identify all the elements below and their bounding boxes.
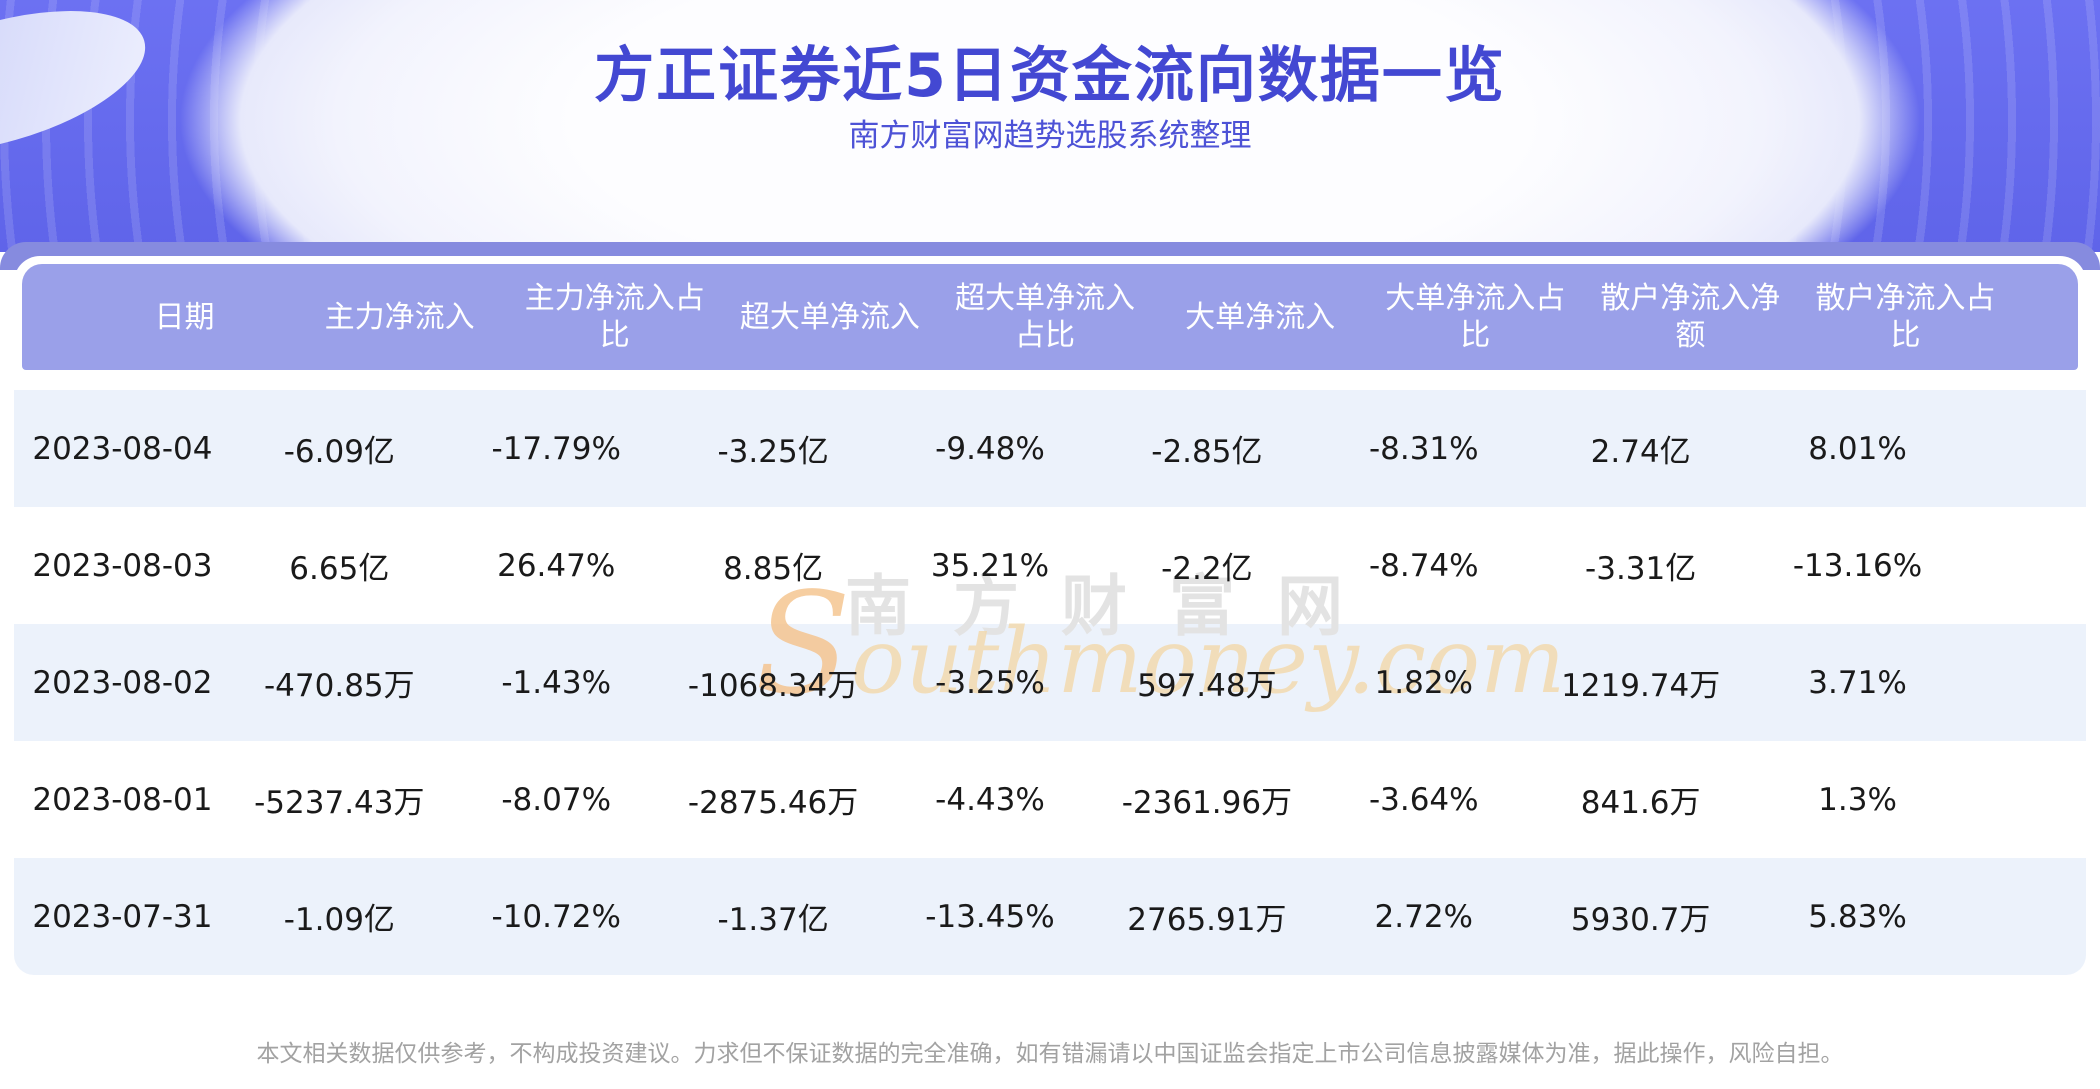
table-row: 2023-08-04 -6.09亿 -17.79% -3.25亿 -9.48% -2.85… <box>14 390 2086 507</box>
table-cell: 6.65亿 <box>289 551 390 587</box>
table-cell: -17.79% <box>491 430 621 467</box>
table-cell: -4.43% <box>935 781 1045 818</box>
disclaimer-text: 本文相关数据仅供参考，不构成投资建议。力求但不保证数据的完全准确，如有错漏请以中… <box>256 1041 1844 1067</box>
table-cell: -1068.34万 <box>687 668 859 704</box>
table-cell: 2023-07-31 <box>32 898 213 935</box>
table-cell: -2361.96万 <box>1121 785 1293 821</box>
table-cell: 5.83% <box>1808 898 1907 935</box>
table-cell: -3.25亿 <box>717 434 829 470</box>
table-cell: 2.72% <box>1374 898 1474 935</box>
table-cell: 35.21% <box>930 547 1050 584</box>
table-cell: -8.74% <box>1368 547 1479 584</box>
table-cell: 2023-08-03 <box>32 547 213 584</box>
table-cell: -3.64% <box>1368 781 1479 818</box>
page-title: 方正证券近5日资金流向数据一览 <box>594 41 1506 111</box>
column-header: 大单净流入占比 <box>1385 281 1566 353</box>
table-cell: 2.74亿 <box>1590 434 1691 470</box>
table-cell: -13.16% <box>1792 547 1923 584</box>
table-cell: -1.43% <box>501 664 612 701</box>
table-cell: -2875.46万 <box>687 785 859 821</box>
table-cell: 8.01% <box>1808 430 1907 467</box>
table-cell: -6.09亿 <box>283 434 395 470</box>
table-cell: 1219.74万 <box>1561 668 1721 704</box>
table-row: 2023-08-03 6.65亿 26.47% 8.85亿 35.21% -2.2亿 -8.… <box>14 507 2086 624</box>
table-cell: -470.85万 <box>263 668 415 704</box>
table-body: 2023-08-04 -6.09亿 -17.79% -3.25亿 -9.48% -2.85… <box>14 390 2086 975</box>
column-header: 超大单净流入 <box>739 299 920 335</box>
column-header: 散户净流入占比 <box>1815 281 1996 353</box>
table-cell: -13.45% <box>925 898 1055 935</box>
table-row: 2023-07-31 -1.09亿 -10.72% -1.37亿 -13.45% 2765… <box>14 858 2086 975</box>
column-header: 主力净流入 <box>324 299 475 335</box>
table-cell: -2.2亿 <box>1161 551 1253 587</box>
table-cell: -1.09亿 <box>283 902 395 938</box>
table-cell: 597.48万 <box>1137 668 1277 704</box>
table-cell: -3.25% <box>935 664 1045 701</box>
table-cell: 2023-08-04 <box>32 430 213 467</box>
data-table-card: 日期 主力净流入 主力净流入占比 超大单净流入 超大单净流入占比 大单净流入 大单净流入占比… <box>14 256 2086 978</box>
table-header-row: 日期 主力净流入 主力净流入占比 超大单净流入 超大单净流入占比 大单净流入 大单净流入占比… <box>22 264 2078 370</box>
hero-glow-blob <box>180 0 1920 252</box>
table-cell: 2765.91万 <box>1127 902 1287 938</box>
table-row: 2023-08-02 -470.85万 -1.43% -1068.34万 -3.25% 5… <box>14 624 2086 741</box>
table-cell: -10.72% <box>491 898 621 935</box>
table-cell: 26.47% <box>497 547 616 584</box>
table-cell: 2023-08-01 <box>32 781 213 818</box>
column-header: 散户净流入净额 <box>1600 281 1781 353</box>
table-cell: -9.48% <box>935 430 1045 467</box>
table-cell: 2023-08-02 <box>32 664 213 701</box>
table-cell: -1.37亿 <box>717 902 829 938</box>
table-row: 2023-08-01 -5237.43万 -8.07% -2875.46万 -4.43%… <box>14 741 2086 858</box>
table-cell: -2.85亿 <box>1151 434 1263 470</box>
table-cell: 1.3% <box>1818 781 1897 818</box>
table-cell: -8.07% <box>501 781 612 818</box>
table-cell: 5930.7万 <box>1570 902 1711 938</box>
page-subtitle: 南方财富网趋势选股系统整理 <box>848 118 1252 154</box>
table-cell: 8.85亿 <box>723 551 824 587</box>
column-header: 超大单净流入占比 <box>954 281 1135 353</box>
table-cell: 841.6万 <box>1580 785 1701 821</box>
column-header: 主力净流入占比 <box>524 281 705 353</box>
hero-banner: 方正证券近5日资金流向数据一览 南方财富网趋势选股系统整理 <box>0 0 2100 252</box>
table-cell: -3.31亿 <box>1585 551 1697 587</box>
column-header: 大单净流入 <box>1185 299 1336 335</box>
column-header: 日期 <box>154 299 215 335</box>
table-cell: -8.31% <box>1368 430 1479 467</box>
table-cell: 3.71% <box>1808 664 1907 701</box>
table-cell: -5237.43万 <box>254 785 425 821</box>
table-cell: 1.82% <box>1374 664 1474 701</box>
